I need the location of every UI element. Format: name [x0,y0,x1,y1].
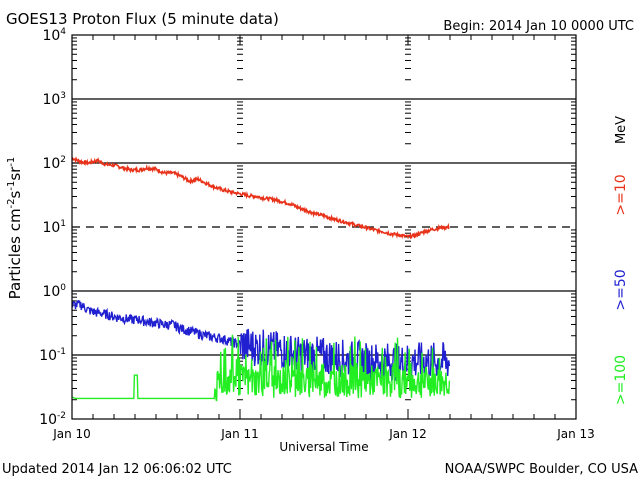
chart-title: GOES13 Proton Flux (5 minute data) [6,10,279,28]
legend-ge50: >=50 [613,269,629,310]
x-tick-label: Jan 11 [220,427,259,441]
units-label: MeV [614,116,629,144]
y-tick-labels: 104 103 102 101 100 10-1 10-2 [39,27,66,428]
y-tick-label: 101 [42,219,66,236]
legend-ge100: >=100 [613,355,629,405]
legend: MeV >=10 >=50 >=100 [613,116,629,405]
series-line-0 [71,156,450,240]
updated-timestamp: Updated 2014 Jan 12 06:06:02 UTC [2,462,232,477]
x-tick-label: Jan 10 [52,427,91,441]
series-0 [71,156,450,240]
y-tick-label: 10-2 [39,411,66,428]
y-tick-label: 103 [42,91,66,108]
y-tick-label: 10-1 [39,347,66,364]
x-axis-label: Universal Time [279,440,368,454]
y-axis-label: Particles cm-2s-1sr-1 [6,157,24,300]
series-2 [71,334,451,402]
begin-label: Begin: 2014 Jan 10 0000 UTC [443,19,634,34]
y-tick-label: 104 [42,27,66,44]
legend-ge10: >=10 [613,174,629,215]
x-tick-label: Jan 12 [388,427,427,441]
credit-label: NOAA/SWPC Boulder, CO USA [445,462,638,477]
y-tick-label: 100 [42,283,66,300]
y-tick-label: 102 [42,155,66,172]
plot-frame [71,34,577,420]
data-series [71,156,451,402]
series-line-2 [71,334,451,402]
x-tick-label: Jan 13 [556,427,595,441]
x-tick-labels: Jan 10 Jan 11 Jan 12 Jan 13 [52,427,595,441]
